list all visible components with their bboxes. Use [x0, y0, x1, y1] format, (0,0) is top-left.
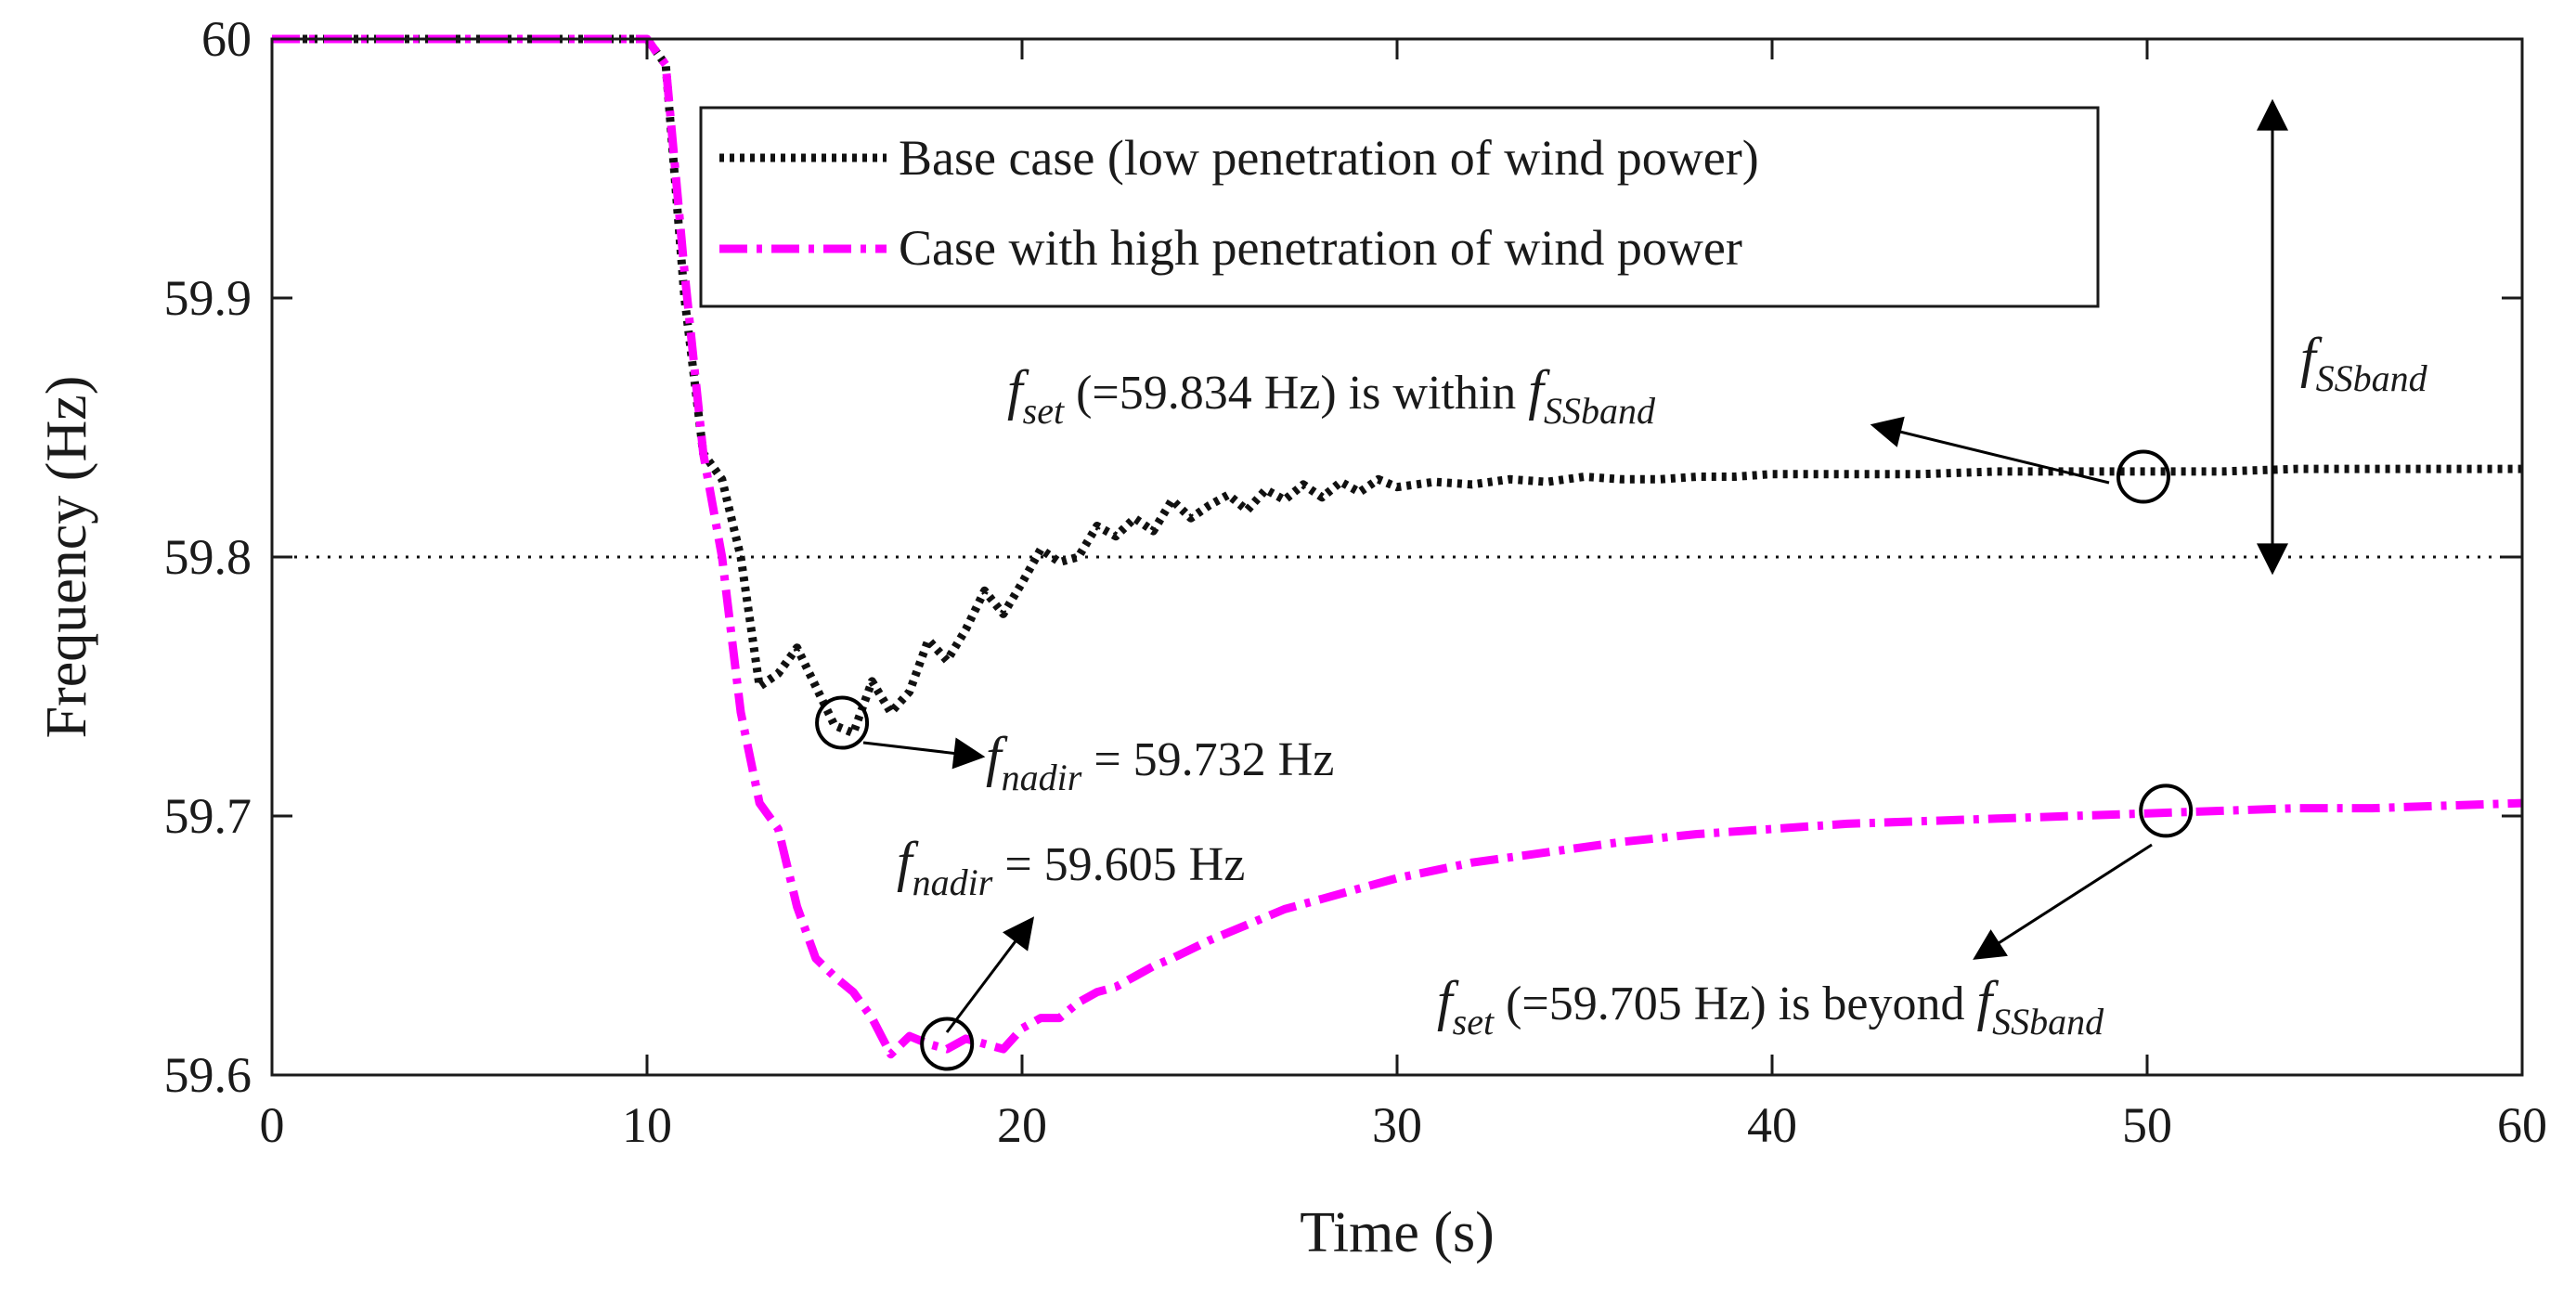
annotation-set-base-text: (=59.834 Hz) is within	[1064, 367, 1528, 420]
arrow-set-high	[1973, 843, 2153, 960]
annotation-nadir-high-text: = 59.605 Hz	[992, 838, 1245, 891]
series-line-0	[272, 34, 2522, 738]
legend: Base case (low penetration of wind power…	[699, 106, 2100, 308]
series-line-1	[272, 34, 2523, 1059]
arrow-nadir-high	[945, 916, 1035, 1033]
annotation-nadir-base-text: = 59.732 Hz	[1081, 733, 1334, 786]
annotation-set-base-sub2: SSband	[1544, 390, 1656, 432]
annotation-set-high-sub: set	[1453, 1001, 1495, 1042]
y-tick-label-1: 59.7	[164, 788, 252, 844]
legend-label-base: Base case (low penetration of wind power…	[899, 130, 1759, 186]
x-axis-title: Time (s)	[1300, 1201, 1495, 1264]
annotation-set-base-sub: set	[1023, 390, 1065, 432]
x-tick-label-6: 60	[2497, 1097, 2547, 1153]
annotation-nadir-high: fnadir = 59.605 Hz	[897, 831, 1245, 903]
tick-layer: 0 10 20 30 40 50 60 59.6 59.7 59.8 59.9 60	[164, 11, 2548, 1153]
x-tick-label-4: 40	[1747, 1097, 1797, 1153]
series-layer	[272, 34, 2523, 1059]
y-tick-label-2: 59.8	[164, 529, 252, 585]
annotation-set-high-sub2: SSband	[1992, 1001, 2104, 1042]
y-tick-label-4: 60	[201, 11, 252, 67]
marker-layer	[815, 449, 2194, 1071]
highlight-marker-0	[815, 695, 870, 750]
annotation-band: fSSband	[2300, 327, 2428, 399]
x-tick-label-3: 30	[1372, 1097, 1422, 1153]
x-tick-label-2: 20	[997, 1097, 1047, 1153]
arrow-set-base	[1870, 416, 2110, 485]
annotation-band-sub: SSband	[2316, 357, 2428, 399]
highlight-marker-1	[920, 1017, 975, 1071]
annotation-set-high: fset (=59.705 Hz) is beyond fSSband	[1437, 970, 2104, 1042]
highlight-marker-3	[2139, 783, 2194, 838]
annotation-nadir-base: fnadir = 59.732 Hz	[986, 726, 1334, 798]
arrow-nadir-base	[862, 737, 986, 770]
y-tick-label-3: 59.9	[164, 270, 252, 326]
y-axis-title: Frequency (Hz)	[35, 376, 98, 739]
x-tick-label-0: 0	[260, 1097, 285, 1153]
annotation-set-high-text: (=59.705 Hz) is beyond	[1494, 978, 1976, 1030]
x-tick-label-1: 10	[622, 1097, 672, 1153]
annotation-nadir-base-sub: nadir	[1002, 757, 1082, 798]
annotation-set-base: fset (=59.834 Hz) is within fSSband	[1007, 359, 1656, 432]
legend-box	[699, 106, 2100, 308]
annotation-nadir-high-sub: nadir	[913, 861, 993, 903]
x-tick-label-5: 50	[2122, 1097, 2172, 1153]
legend-label-high: Case with high penetration of wind power	[899, 220, 1742, 276]
y-tick-label-0: 59.6	[164, 1047, 252, 1103]
highlight-marker-2	[2116, 449, 2170, 504]
